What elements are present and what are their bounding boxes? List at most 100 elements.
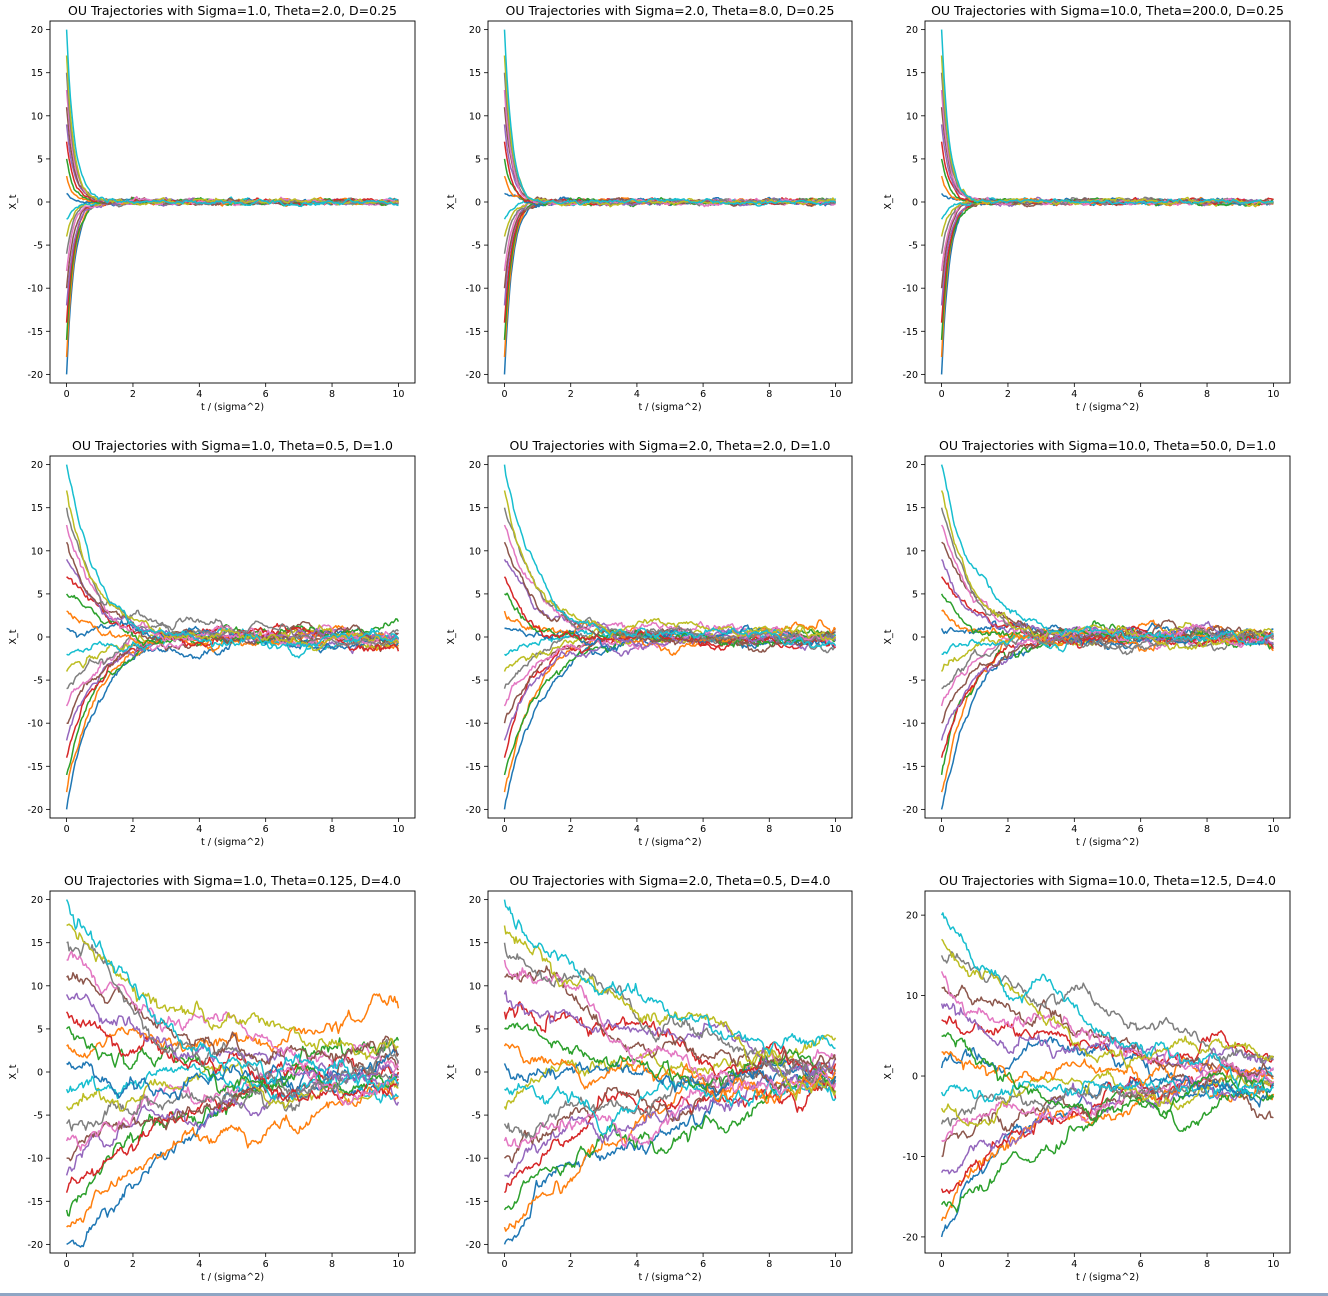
series-line-14 xyxy=(503,141,836,207)
axes-frame xyxy=(924,890,1291,1254)
y-tick-label: 15 xyxy=(906,503,918,514)
series-line-18 xyxy=(503,507,836,644)
series-line-1 xyxy=(940,1066,1274,1238)
y-tick-label: 5 xyxy=(475,1024,481,1035)
y-tick-label: -5 xyxy=(472,241,481,252)
series-line-5 xyxy=(940,196,1274,306)
y-tick-label: 5 xyxy=(37,154,43,165)
y-tick-label: 5 xyxy=(37,589,43,600)
series-line-14 xyxy=(940,576,1275,650)
series-line-14 xyxy=(65,141,399,207)
series-line-12 xyxy=(66,993,400,1059)
chart-title: OU Trajectories with Sigma=2.0, Theta=2.… xyxy=(510,438,831,453)
y-tick-label: 15 xyxy=(31,503,43,514)
x-tick-label: 0 xyxy=(64,389,70,400)
window-bottom-border xyxy=(0,1293,1328,1296)
x-tick-label: 8 xyxy=(766,1259,772,1270)
y-tick-label: -15 xyxy=(465,1197,481,1208)
x-tick-label: 4 xyxy=(196,1259,202,1270)
y-tick-label: -5 xyxy=(472,676,481,687)
y-axis-label: X_t xyxy=(883,1064,894,1079)
series-line-5 xyxy=(65,196,399,306)
x-tick-label: 4 xyxy=(196,824,202,835)
x-tick-label: 4 xyxy=(634,389,640,400)
x-tick-label: 10 xyxy=(392,1259,404,1270)
y-tick-label: -20 xyxy=(902,1232,918,1243)
x-tick-label: 6 xyxy=(263,389,269,400)
x-tick-label: 2 xyxy=(1005,824,1011,835)
series-line-16 xyxy=(504,965,837,1070)
series-line-7 xyxy=(940,198,1274,272)
y-axis-label: X_t xyxy=(883,194,894,209)
x-tick-label: 10 xyxy=(392,389,404,400)
y-tick-label: 15 xyxy=(31,938,43,949)
x-axis-label: t / (sigma^2) xyxy=(201,402,264,413)
x-tick-label: 10 xyxy=(392,824,404,835)
y-tick-label: 10 xyxy=(31,111,43,122)
series-line-15 xyxy=(503,124,836,207)
x-tick-label: 10 xyxy=(1267,824,1279,835)
x-tick-label: 2 xyxy=(568,389,574,400)
x-tick-label: 2 xyxy=(1005,389,1011,400)
x-tick-label: 0 xyxy=(502,824,508,835)
y-tick-label: 5 xyxy=(475,154,481,165)
series-line-17 xyxy=(940,971,1274,1084)
y-axis-label: X_t xyxy=(446,194,457,209)
series-line-6 xyxy=(503,198,836,289)
y-tick-label: 15 xyxy=(469,68,481,79)
series-line-19 xyxy=(940,490,1274,651)
y-tick-label: 20 xyxy=(906,25,918,36)
y-tick-label: 15 xyxy=(469,938,481,949)
y-axis-label: X_t xyxy=(8,629,19,644)
series-line-19 xyxy=(65,490,400,652)
x-tick-label: 8 xyxy=(1204,824,1210,835)
series-line-8 xyxy=(66,616,399,690)
y-tick-label: -5 xyxy=(34,241,43,252)
x-tick-label: 2 xyxy=(130,389,136,400)
y-tick-label: 10 xyxy=(31,981,43,992)
series-line-11 xyxy=(503,1059,837,1097)
series-line-10 xyxy=(940,1070,1274,1103)
series-line-5 xyxy=(503,197,836,306)
series-line-1 xyxy=(940,198,1274,375)
chart-title: OU Trajectories with Sigma=1.0, Theta=0.… xyxy=(64,873,401,888)
y-tick-label: -10 xyxy=(465,1154,481,1165)
x-tick-label: 10 xyxy=(829,1259,841,1270)
series-line-15 xyxy=(940,124,1274,207)
x-tick-label: 4 xyxy=(196,389,202,400)
series-line-13 xyxy=(504,1022,837,1094)
series-line-17 xyxy=(65,89,399,207)
y-tick-label: 20 xyxy=(469,25,481,36)
x-tick-label: 6 xyxy=(1138,389,1144,400)
series-line-6 xyxy=(65,196,399,289)
series-line-14 xyxy=(503,1001,837,1081)
y-tick-label: 20 xyxy=(31,460,43,471)
x-tick-label: 8 xyxy=(329,1259,335,1270)
y-tick-label: 20 xyxy=(31,895,43,906)
y-tick-label: 0 xyxy=(475,633,481,644)
series-line-4 xyxy=(503,197,836,323)
series-line-20 xyxy=(940,29,1274,206)
series-line-2 xyxy=(503,198,836,358)
subplot-9: 0 2 4 6 8 10 -20 -10 0 10 20 OU Trajectories with S… xyxy=(883,873,1291,1283)
series-line-20 xyxy=(503,29,837,206)
y-axis-label: X_t xyxy=(446,629,457,644)
x-axis-label: t / (sigma^2) xyxy=(201,837,264,848)
series-line-20 xyxy=(65,29,399,208)
y-tick-label: 20 xyxy=(906,911,918,922)
series-line-14 xyxy=(941,1015,1274,1065)
x-axis-label: t / (sigma^2) xyxy=(1076,402,1139,413)
series-line-15 xyxy=(65,124,399,207)
series-line-10 xyxy=(66,627,400,659)
y-tick-label: 0 xyxy=(475,198,481,209)
x-tick-label: 6 xyxy=(263,824,269,835)
y-tick-label: 15 xyxy=(906,68,918,79)
y-tick-label: 20 xyxy=(31,25,43,36)
y-tick-label: 10 xyxy=(906,546,918,557)
y-axis-label: X_t xyxy=(8,1064,19,1079)
series-line-4 xyxy=(65,197,399,323)
series-line-17 xyxy=(503,524,837,648)
series-line-14 xyxy=(503,576,836,651)
y-tick-label: -10 xyxy=(27,1154,43,1165)
